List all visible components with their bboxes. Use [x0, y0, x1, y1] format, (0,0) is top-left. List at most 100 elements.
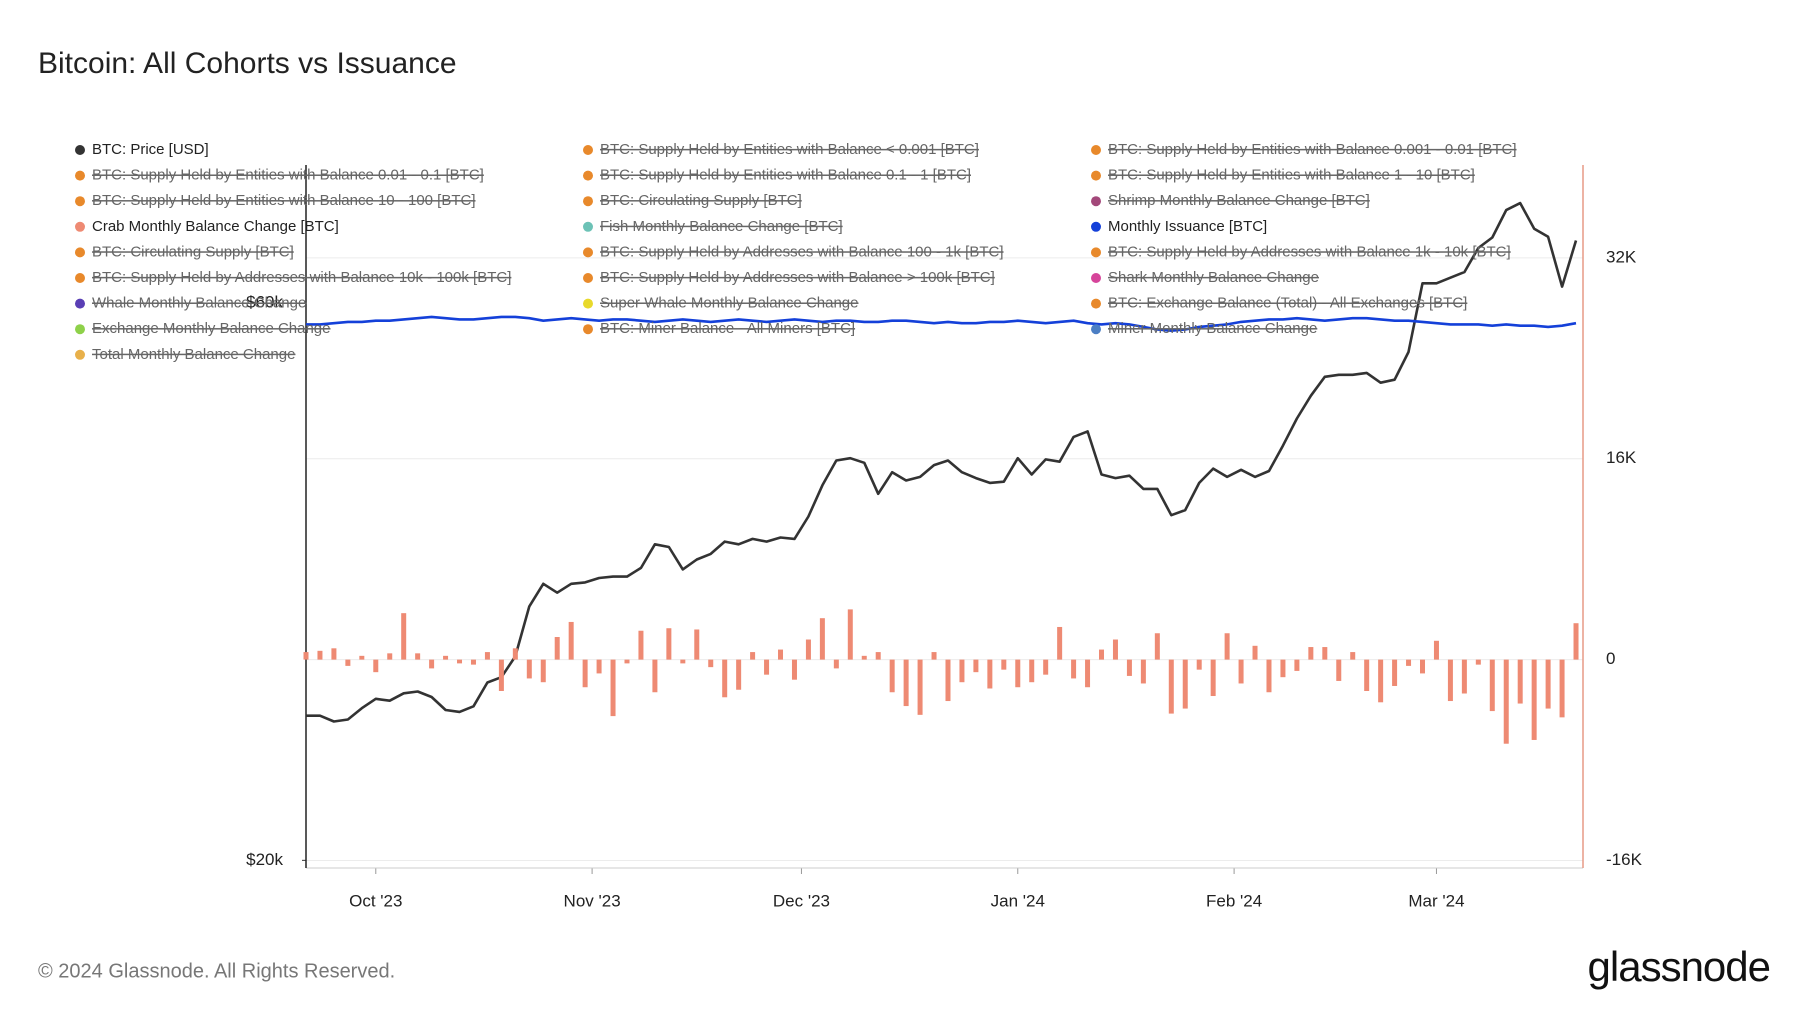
bar	[415, 653, 421, 660]
legend-label[interactable]: Miner Monthly Balance Change	[1108, 320, 1317, 337]
bar	[331, 648, 337, 660]
legend-marker[interactable]	[583, 324, 593, 335]
bar	[610, 659, 616, 717]
bar	[1154, 633, 1160, 660]
legend-label[interactable]: BTC: Exchange Balance (Total) - All Exch…	[1108, 295, 1467, 312]
legend-label[interactable]: BTC: Miner Balance - All Miners [BTC]	[600, 320, 855, 337]
legend-label[interactable]: Fish Monthly Balance Change [BTC]	[600, 218, 843, 235]
x-tick-label: Mar '24	[1408, 891, 1464, 910]
y2-tick-label: 16K	[1606, 448, 1637, 467]
legend-marker[interactable]	[75, 170, 85, 181]
legend-label[interactable]: Whale Monthly Balance Change	[92, 295, 306, 312]
bar	[1071, 659, 1077, 679]
bar	[554, 637, 560, 660]
legend-label[interactable]: BTC: Circulating Supply [BTC]	[92, 243, 294, 260]
bar	[345, 659, 351, 666]
legend-label[interactable]: Shrimp Monthly Balance Change [BTC]	[1108, 192, 1370, 209]
legend-marker[interactable]	[1091, 196, 1101, 207]
legend-marker[interactable]	[1091, 170, 1101, 181]
bar	[1364, 659, 1370, 691]
bar	[764, 659, 770, 675]
legend-label[interactable]: BTC: Supply Held by Addresses with Balan…	[600, 269, 995, 286]
legend-label[interactable]: BTC: Price [USD]	[92, 141, 209, 158]
bar	[484, 652, 490, 660]
legend-label[interactable]: Total Monthly Balance Change	[92, 346, 295, 363]
bar	[680, 659, 686, 664]
legend-label[interactable]: BTC: Supply Held by Entities with Balanc…	[600, 141, 979, 158]
footer: © 2024 Glassnode. All Rights Reserved.	[38, 960, 395, 982]
bar	[1029, 659, 1035, 683]
bar	[1252, 645, 1258, 660]
legend-marker[interactable]	[75, 221, 85, 232]
legend-label[interactable]: BTC: Supply Held by Entities with Balanc…	[600, 167, 971, 184]
bar	[987, 659, 993, 689]
legend-marker[interactable]	[1091, 145, 1101, 155]
legend-marker[interactable]	[1091, 273, 1101, 283]
bar	[736, 659, 742, 690]
legend-marker[interactable]	[583, 221, 593, 232]
legend-label[interactable]: BTC: Supply Held by Addresses with Balan…	[600, 243, 1004, 260]
legend-label[interactable]: BTC: Supply Held by Entities with Balanc…	[92, 192, 476, 209]
legend-marker[interactable]	[75, 324, 85, 335]
legend-label[interactable]: Monthly Issuance [BTC]	[1108, 218, 1267, 235]
legend-marker[interactable]	[583, 298, 593, 309]
bar	[805, 639, 811, 660]
legend-marker[interactable]	[583, 196, 593, 207]
bar	[959, 659, 965, 683]
legend-marker[interactable]	[583, 170, 593, 181]
bar	[1210, 659, 1216, 697]
legend-marker[interactable]	[75, 145, 85, 155]
chart-title: Bitcoin: All Cohorts vs Issuance	[38, 47, 457, 80]
legend-marker[interactable]	[1091, 324, 1101, 335]
legend-marker[interactable]	[75, 273, 85, 283]
legend-label[interactable]: BTC: Supply Held by Addresses with Balan…	[1108, 243, 1511, 260]
bar	[1238, 659, 1244, 684]
legend-marker[interactable]	[1091, 221, 1101, 232]
series-line	[306, 201, 1578, 723]
y2-tick-label: 0	[1606, 649, 1615, 668]
bar	[1001, 659, 1007, 670]
bar	[498, 659, 504, 691]
bar	[1182, 659, 1188, 709]
legend-label[interactable]: BTC: Supply Held by Addresses with Balan…	[92, 269, 511, 286]
legend-marker[interactable]	[1091, 298, 1101, 309]
bar	[1461, 659, 1467, 694]
legend-label[interactable]: Exchange Monthly Balance Change	[92, 320, 331, 337]
bar	[833, 659, 839, 669]
brand-logo: glassnode	[1588, 943, 1770, 990]
legend-marker[interactable]	[583, 247, 593, 258]
bar	[1140, 659, 1146, 684]
legend-marker[interactable]	[75, 298, 85, 309]
legend-marker[interactable]	[75, 247, 85, 258]
legend-label[interactable]: Super Whale Monthly Balance Change	[600, 295, 859, 312]
bar	[778, 649, 784, 660]
legend-label[interactable]: BTC: Supply Held by Entities with Balanc…	[1108, 167, 1475, 184]
bar	[373, 659, 379, 673]
legend-marker[interactable]	[1091, 247, 1101, 258]
legend-marker[interactable]	[583, 273, 593, 283]
bar	[429, 659, 435, 669]
bar	[1015, 659, 1021, 688]
legend-marker[interactable]	[75, 349, 85, 360]
y-tick-label: $60k	[246, 293, 283, 312]
legend-label[interactable]: Crab Monthly Balance Change [BTC]	[92, 218, 339, 235]
bar	[582, 659, 588, 688]
legend-label[interactable]: BTC: Supply Held by Entities with Balanc…	[1108, 141, 1517, 158]
bar	[819, 618, 825, 660]
bar	[1336, 659, 1342, 681]
bar	[931, 652, 937, 660]
legend-marker[interactable]	[583, 145, 593, 155]
bar	[1196, 659, 1202, 670]
bar	[624, 659, 630, 664]
bar	[791, 659, 797, 680]
legend-marker[interactable]	[75, 196, 85, 207]
bar	[638, 630, 644, 660]
legend-label[interactable]: Shark Monthly Balance Change	[1108, 269, 1319, 286]
bar	[1433, 640, 1439, 660]
x-tick-label: Dec '23	[773, 891, 830, 910]
legend-label[interactable]: BTC: Circulating Supply [BTC]	[600, 192, 802, 209]
legend-label[interactable]: BTC: Supply Held by Entities with Balanc…	[92, 167, 484, 184]
bar	[903, 659, 909, 707]
bar	[512, 648, 518, 660]
bar	[526, 659, 532, 679]
